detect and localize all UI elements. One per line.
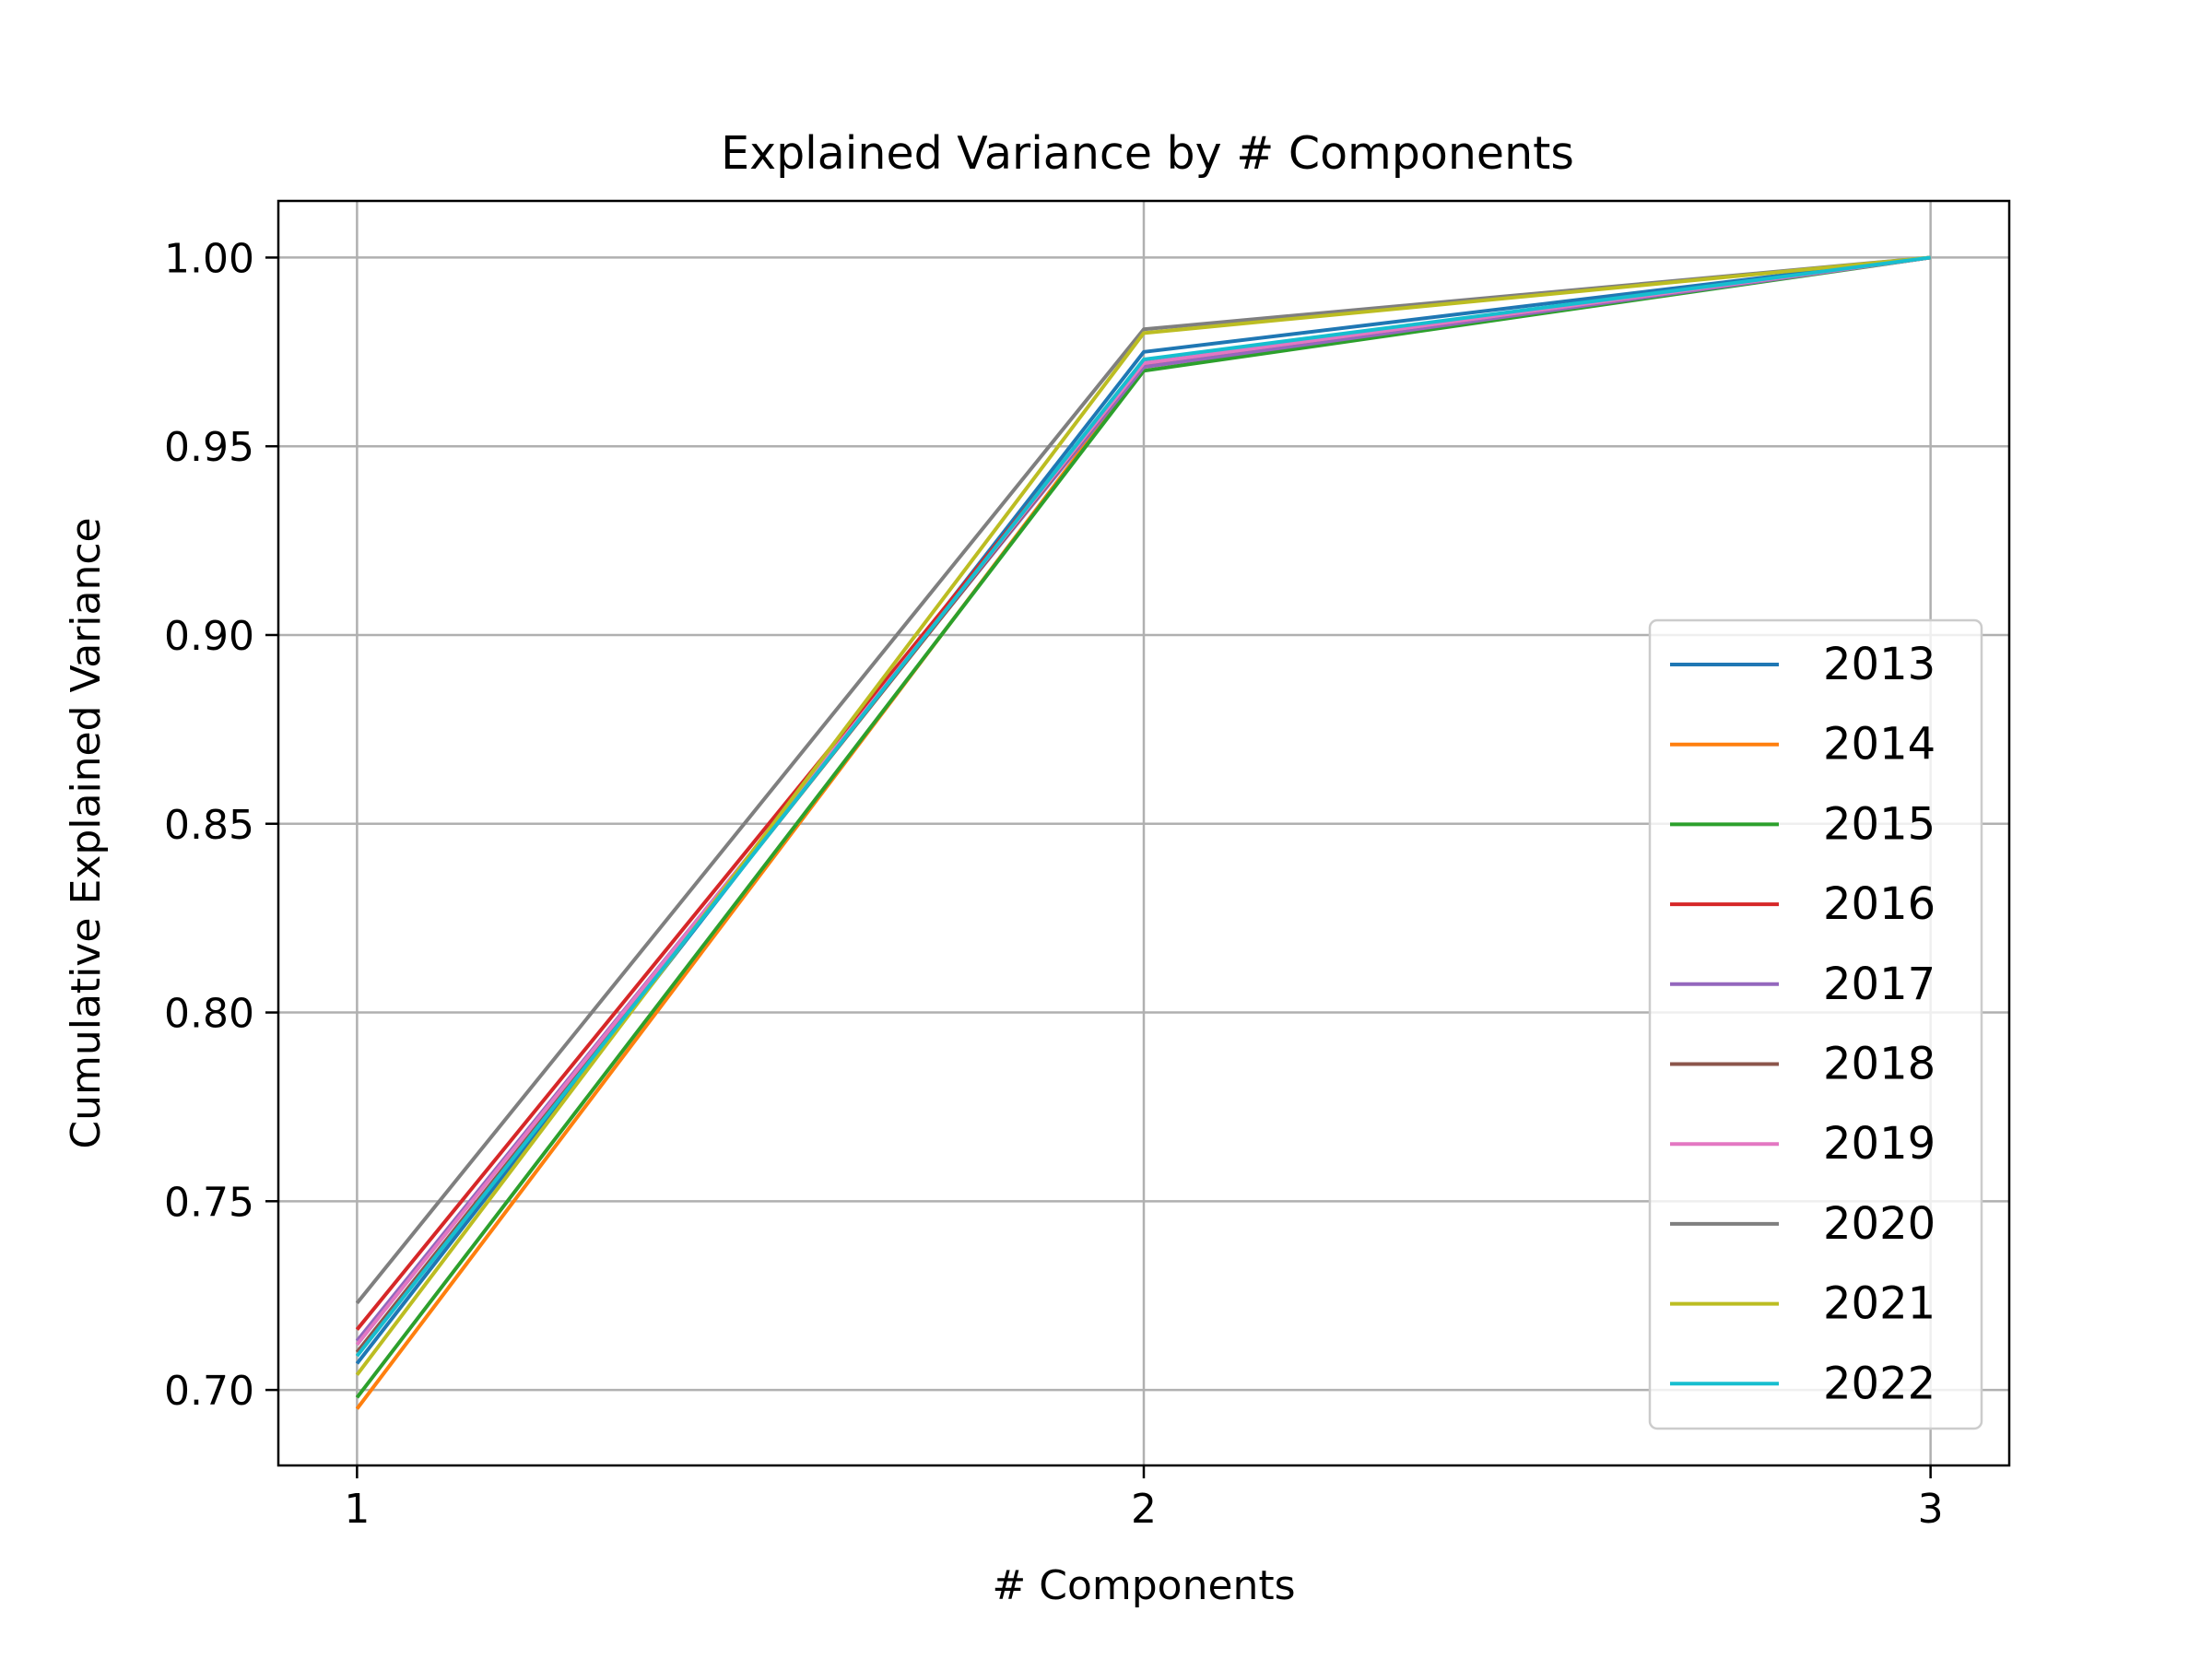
legend-label: 2018 <box>1823 1039 1936 1090</box>
series-line-2022 <box>355 255 1931 1358</box>
y-tick-label: 0.70 <box>164 1368 254 1415</box>
series-line-2021 <box>355 255 1931 1376</box>
x-axis-label: # Components <box>992 1562 1295 1609</box>
legend-label: 2020 <box>1823 1198 1936 1250</box>
y-tick-label: 0.85 <box>164 802 254 849</box>
x-tick-label: 1 <box>344 1486 370 1533</box>
legend-label: 2016 <box>1823 878 1936 930</box>
legend-label: 2017 <box>1823 959 1936 1010</box>
chart-title: Explained Variance by # Components <box>721 127 1574 180</box>
legend-label: 2019 <box>1823 1118 1936 1170</box>
legend-label: 2014 <box>1823 719 1936 771</box>
series-lines <box>355 255 1931 1410</box>
legend-box <box>1648 618 1983 1430</box>
y-axis-ticks: 0.70 0.75 0.80 0.85 0.90 0.95 1.00 <box>164 235 278 1415</box>
x-tick-label: 3 <box>1918 1486 1944 1533</box>
y-tick-label: 1.00 <box>164 235 254 282</box>
x-tick-label: 2 <box>1131 1486 1157 1533</box>
y-tick-label: 0.90 <box>164 613 254 660</box>
legend-label: 2013 <box>1823 639 1936 690</box>
x-axis-ticks: 1 2 3 <box>344 1465 1944 1533</box>
legend-label: 2021 <box>1823 1278 1936 1330</box>
y-axis-label: Cumulative Explained Variance <box>63 517 110 1148</box>
y-tick-label: 0.75 <box>164 1179 254 1226</box>
y-tick-label: 0.80 <box>164 991 254 1038</box>
legend: 2013 2014 2015 2016 2017 2018 2019 2020 2021 2022 <box>1648 618 1983 1430</box>
legend-label: 2022 <box>1823 1358 1936 1409</box>
y-tick-label: 0.95 <box>164 424 254 471</box>
legend-label: 2015 <box>1823 798 1936 850</box>
